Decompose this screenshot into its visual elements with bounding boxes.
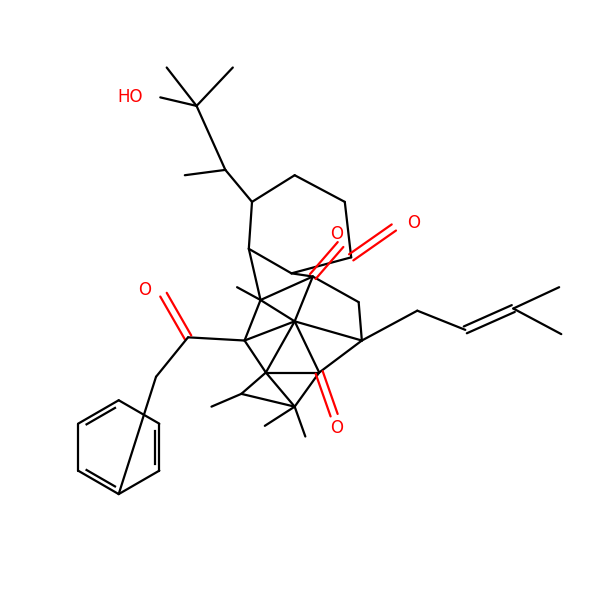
Text: O: O [407, 214, 419, 232]
Text: O: O [330, 419, 343, 437]
Text: HO: HO [118, 88, 143, 106]
Text: O: O [137, 281, 151, 299]
Text: O: O [330, 225, 343, 243]
